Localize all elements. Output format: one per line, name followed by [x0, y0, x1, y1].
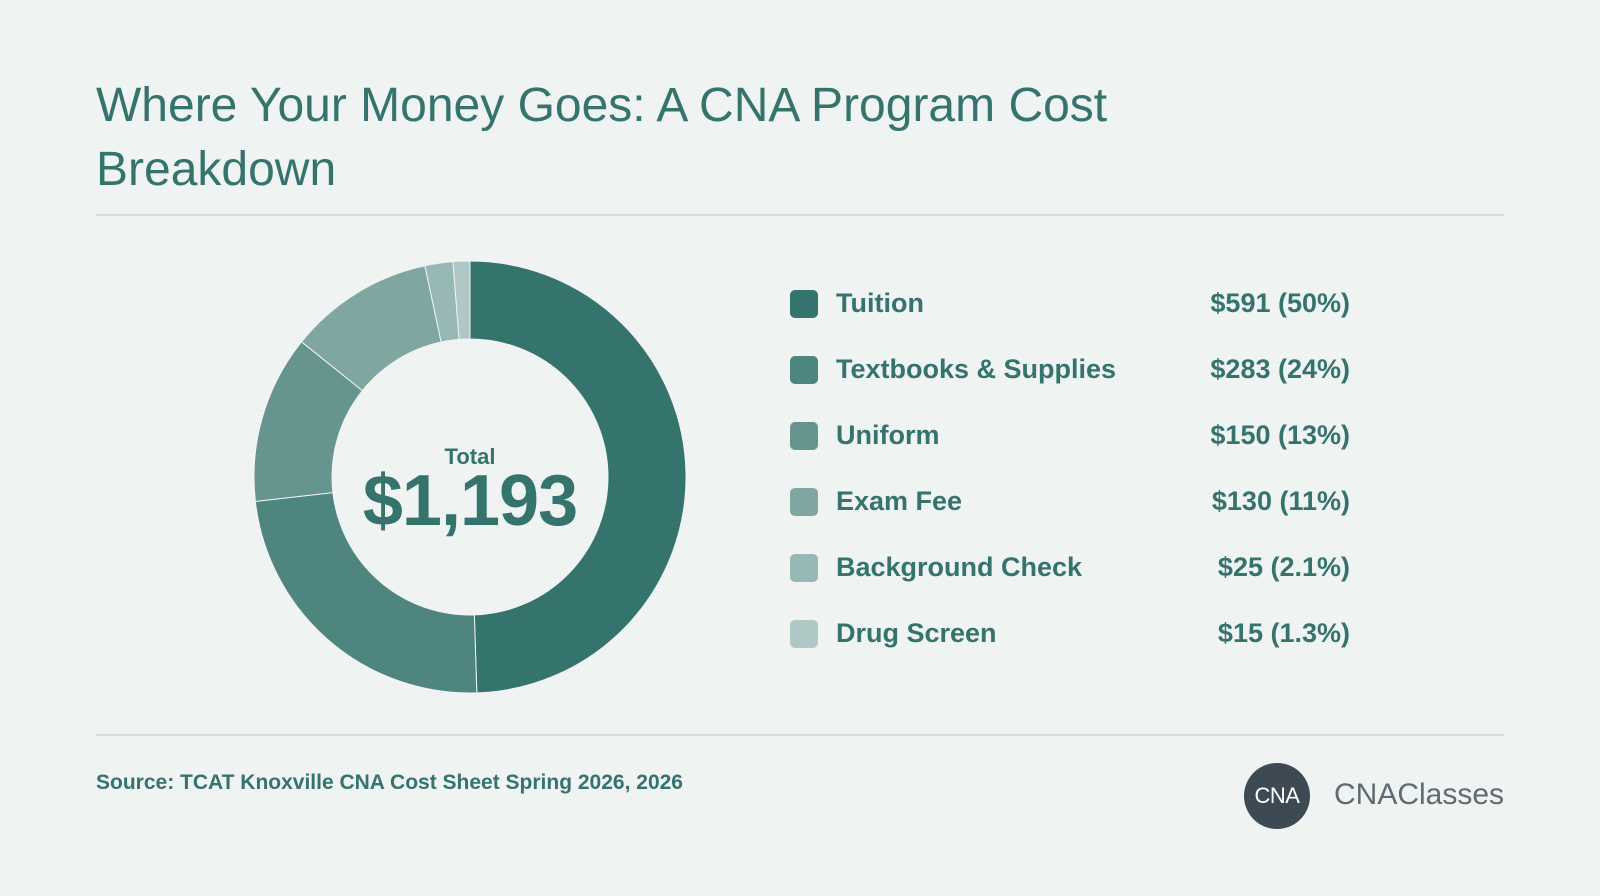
bottom-divider	[96, 734, 1504, 736]
legend: Tuition $591 (50%) Textbooks & Supplies …	[790, 282, 1350, 678]
legend-value: $130 (11%)	[1211, 486, 1350, 516]
legend-item-exam-fee: Exam Fee $130 (11%)	[790, 480, 1350, 546]
legend-item-textbooks: Textbooks & Supplies $283 (24%)	[790, 348, 1350, 414]
legend-value: $150 (13%)	[1210, 420, 1350, 450]
legend-swatch	[790, 554, 818, 582]
legend-item-tuition: Tuition $591 (50%)	[790, 282, 1350, 348]
top-divider	[96, 214, 1504, 216]
source-note: Source: TCAT Knoxville CNA Cost Sheet Sp…	[96, 771, 683, 794]
legend-value: $283 (24%)	[1210, 354, 1350, 384]
legend-swatch	[790, 290, 818, 318]
brand-logo: CNA	[1244, 763, 1310, 829]
brand-logo-text: CNA	[1254, 783, 1300, 808]
chart-title: Where Your Money Goes: A CNA Program Cos…	[96, 79, 1108, 196]
legend-label: Exam Fee	[836, 486, 963, 516]
donut-slice-textbooks-supplies	[254, 492, 478, 694]
center-total-value: $1,193	[362, 461, 578, 541]
legend-label: Textbooks & Supplies	[836, 354, 1117, 384]
legend-label: Uniform	[836, 420, 940, 450]
legend-swatch	[790, 620, 818, 648]
donut-chart	[253, 260, 687, 694]
center-total-label: Total	[444, 444, 496, 469]
legend-label: Background Check	[836, 552, 1083, 582]
legend-value: $25 (2.1%)	[1217, 552, 1350, 582]
legend-label: Drug Screen	[836, 618, 997, 648]
legend-swatch	[790, 356, 818, 384]
legend-item-uniform: Uniform $150 (13%)	[790, 414, 1350, 480]
brand-name: CNAClasses	[1334, 778, 1505, 811]
legend-swatch	[790, 488, 818, 516]
legend-swatch	[790, 422, 818, 450]
donut-slice-drug-screen	[452, 260, 471, 340]
legend-item-background-check: Background Check $25 (2.1%)	[790, 546, 1350, 612]
donut-slice-tuition	[469, 260, 687, 694]
legend-label: Tuition	[836, 288, 924, 318]
legend-value: $591 (50%)	[1210, 288, 1350, 318]
legend-value: $15 (1.3%)	[1217, 618, 1350, 648]
legend-item-drug-screen: Drug Screen $15 (1.3%)	[790, 612, 1350, 678]
